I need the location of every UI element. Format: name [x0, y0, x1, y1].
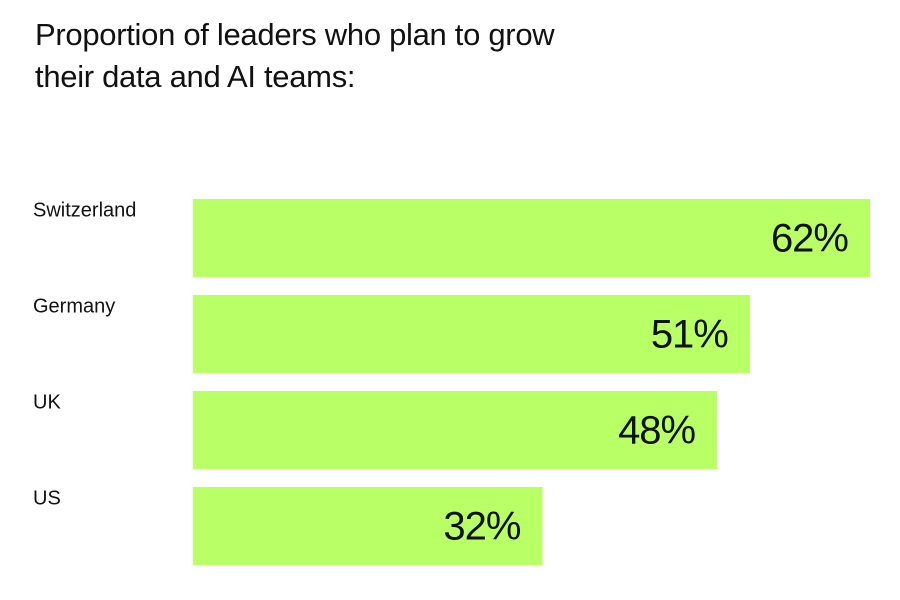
- bar: [193, 199, 870, 277]
- category-label: UK: [33, 391, 61, 413]
- value-label: 51%: [651, 313, 728, 357]
- value-label: 48%: [618, 409, 695, 453]
- bar: [193, 295, 750, 373]
- category-label: Switzerland: [33, 199, 136, 221]
- chart-title: Proportion of leaders who plan to grow t…: [35, 17, 555, 94]
- value-label: 62%: [771, 217, 848, 261]
- bar: [193, 487, 543, 565]
- category-label: US: [33, 487, 61, 509]
- value-label: 32%: [443, 505, 520, 549]
- bar: [193, 391, 718, 469]
- category-label: Germany: [33, 295, 115, 317]
